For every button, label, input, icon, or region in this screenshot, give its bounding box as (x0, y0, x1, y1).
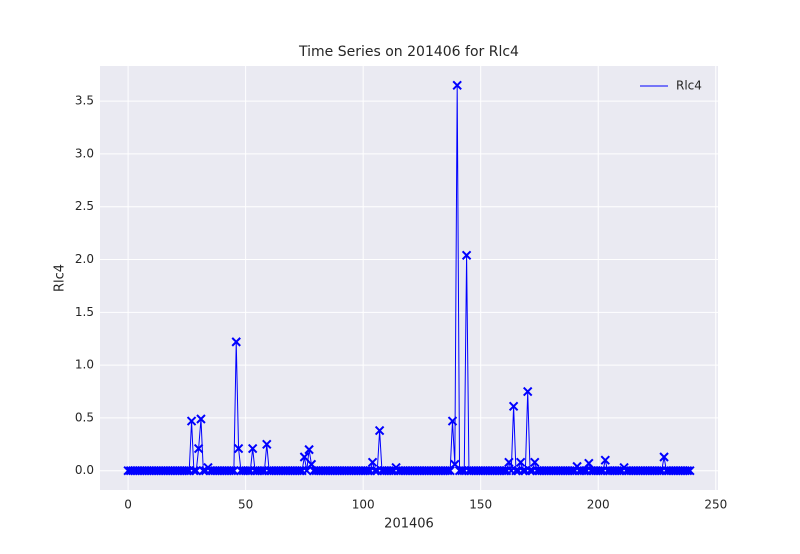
point-marker (600, 455, 610, 465)
point-marker (182, 466, 192, 476)
y-tick-label: 0.0 (75, 463, 94, 477)
point-marker (515, 457, 526, 467)
x-axis-label: 201406 (384, 517, 434, 532)
point-marker (457, 466, 467, 476)
point-marker (229, 466, 239, 476)
point-marker (445, 466, 455, 476)
point-marker (579, 466, 589, 476)
chart-title: Time Series on 201406 for Rlc4 (298, 44, 519, 60)
y-tick-label: 2.5 (75, 199, 94, 213)
point-marker (511, 466, 521, 476)
point-marker (186, 416, 197, 426)
x-tick-label: 0 (124, 498, 132, 512)
point-marker (226, 466, 237, 476)
point-marker (370, 466, 380, 476)
point-marker (614, 466, 625, 476)
point-marker (518, 466, 528, 476)
point-marker (189, 466, 199, 476)
x-tick-label: 50 (238, 498, 253, 512)
y-tick-label: 0.5 (75, 410, 94, 424)
point-marker (386, 466, 397, 476)
point-marker (233, 443, 244, 454)
point-marker (257, 466, 267, 476)
point-marker (247, 443, 258, 454)
x-tick-label: 250 (704, 498, 727, 512)
point-marker (682, 466, 693, 476)
point-marker (450, 459, 460, 470)
point-marker (367, 457, 378, 467)
x-tick-label: 100 (352, 498, 375, 512)
plot-area (100, 66, 718, 490)
point-marker (304, 444, 314, 455)
point-marker (191, 466, 201, 476)
point-marker (530, 457, 540, 467)
point-marker (504, 457, 514, 467)
point-marker (685, 466, 695, 476)
y-tick-label: 3.0 (75, 146, 94, 160)
y-axis-label: Rlc4 (53, 264, 68, 292)
point-marker (198, 466, 209, 476)
point-marker (447, 416, 458, 426)
point-marker (461, 250, 472, 261)
point-marker (452, 80, 462, 90)
y-tick-label: 1.5 (75, 305, 94, 319)
point-marker (443, 466, 453, 476)
point-marker (193, 443, 204, 454)
point-marker (299, 452, 310, 462)
y-tick-label: 3.5 (75, 94, 94, 108)
point-marker (231, 337, 241, 347)
point-marker (306, 459, 317, 470)
point-marker (499, 466, 509, 476)
y-tick-label: 2.0 (75, 252, 94, 266)
point-marker (294, 466, 305, 476)
point-marker (654, 466, 665, 476)
x-tick-label: 150 (469, 498, 492, 512)
point-marker (196, 414, 206, 424)
point-marker (525, 466, 535, 476)
point-marker (262, 439, 272, 450)
point-marker (508, 401, 519, 412)
point-marker (374, 425, 385, 436)
point-marker (363, 466, 373, 476)
point-marker (243, 466, 253, 476)
point-marker (659, 452, 669, 462)
legend-label: Rlc4 (676, 79, 702, 93)
point-marker (595, 466, 606, 476)
x-tick-label: 200 (587, 498, 610, 512)
point-marker (584, 458, 594, 469)
point-marker (523, 386, 533, 397)
point-marker (302, 466, 312, 476)
y-tick-label: 1.0 (75, 358, 94, 372)
